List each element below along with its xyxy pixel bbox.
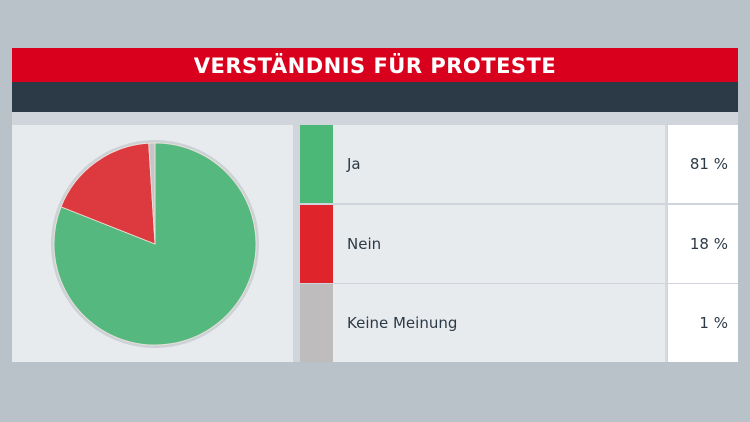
legend-row-keine-meinung: Keine Meinung 1 % [300,284,738,362]
legend-swatch [300,205,333,283]
legend-row-ja: Ja 81 % [300,125,738,203]
subtitle-bar [12,82,738,112]
chart-card: VERSTÄNDNIS FÜR PROTESTE Ja 81 % Nein 18… [12,48,738,362]
pie-panel [12,125,293,362]
legend-swatch [300,284,333,362]
legend-label: Ja [333,125,667,203]
pie-chart [51,140,259,348]
legend-swatch [300,125,333,203]
legend-value: 1 % [668,284,738,362]
chart-title: VERSTÄNDNIS FÜR PROTESTE [12,48,738,82]
legend-value: 18 % [668,205,738,283]
legend-label: Nein [333,205,667,283]
pie-slice-nein [60,142,156,245]
pie-slice-keine-meinung [148,142,156,245]
legend-label: Keine Meinung [333,284,667,362]
legend-table: Ja 81 % Nein 18 % Keine Meinung 1 % [300,125,738,362]
legend-value: 81 % [668,125,738,203]
legend-row-nein: Nein 18 % [300,205,738,283]
